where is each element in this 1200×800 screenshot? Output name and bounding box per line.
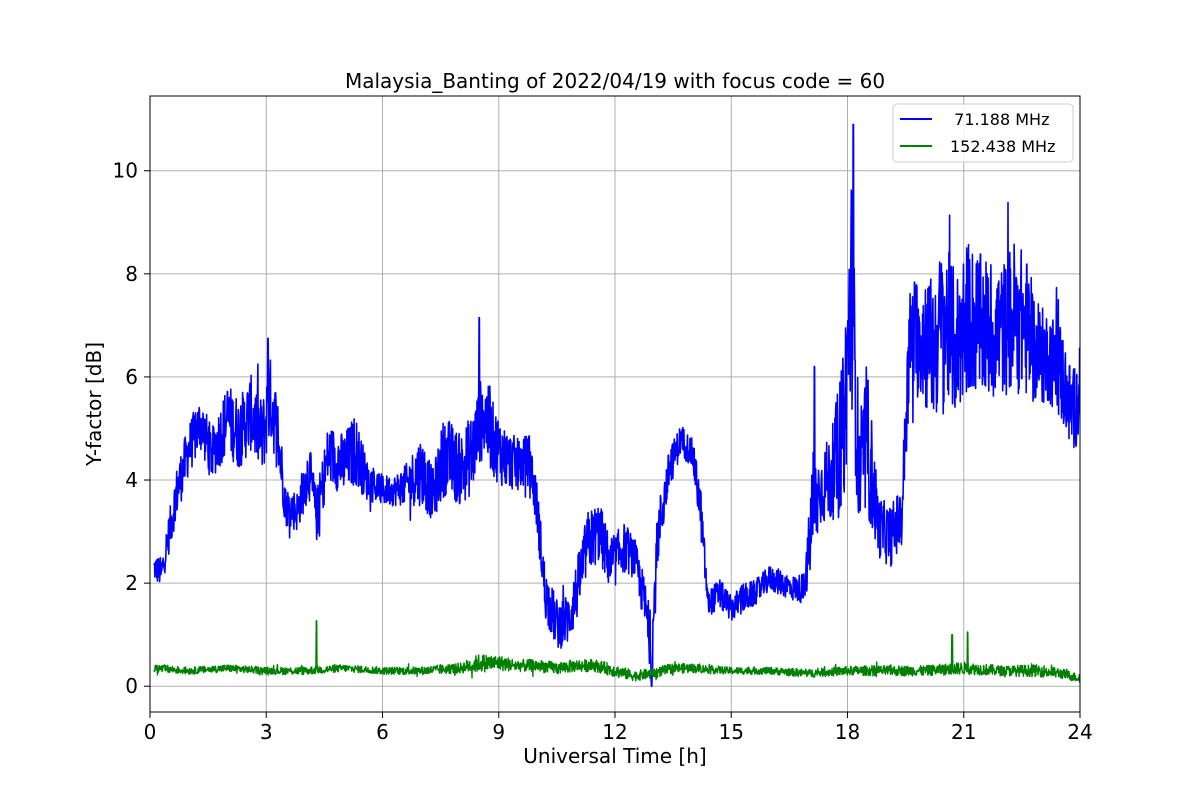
- series-line-1: [153, 620, 1080, 683]
- x-axis-ticks: 0 3 6 9 12 15 18 21 24: [144, 712, 1093, 744]
- y-tick-label: 8: [125, 262, 138, 286]
- x-tick-label: 9: [492, 720, 505, 744]
- x-tick-label: 6: [376, 720, 389, 744]
- x-tick-label: 3: [260, 720, 273, 744]
- y-axis-ticks: 0 2 4 6 8 10: [113, 159, 150, 698]
- x-tick-label: 18: [835, 720, 860, 744]
- chart-title: Malaysia_Banting of 2022/04/19 with focu…: [345, 69, 885, 93]
- y-tick-label: 6: [125, 365, 138, 389]
- legend-label-71-mhz: 71.188 MHz: [944, 110, 1049, 129]
- x-tick-label: 0: [144, 720, 157, 744]
- legend: 71.188 MHz 152.438 MHz: [892, 103, 1074, 163]
- x-tick-label: 15: [719, 720, 744, 744]
- y-tick-label: 10: [113, 159, 138, 183]
- y-tick-label: 4: [125, 468, 138, 492]
- x-tick-label: 24: [1067, 720, 1092, 744]
- x-tick-label: 21: [951, 720, 976, 744]
- legend-label-152-mhz: 152.438 MHz: [950, 137, 1055, 156]
- series-line-0: [153, 123, 1080, 687]
- x-axis-label: Universal Time [h]: [523, 744, 706, 768]
- y-tick-label: 2: [125, 571, 138, 595]
- series-layer: [153, 123, 1080, 687]
- legend-frame: [892, 103, 1074, 163]
- x-tick-label: 12: [602, 720, 627, 744]
- y-tick-label: 0: [125, 674, 138, 698]
- y-axis-label: Y-factor [dB]: [82, 342, 106, 467]
- plot-area: [153, 123, 1080, 687]
